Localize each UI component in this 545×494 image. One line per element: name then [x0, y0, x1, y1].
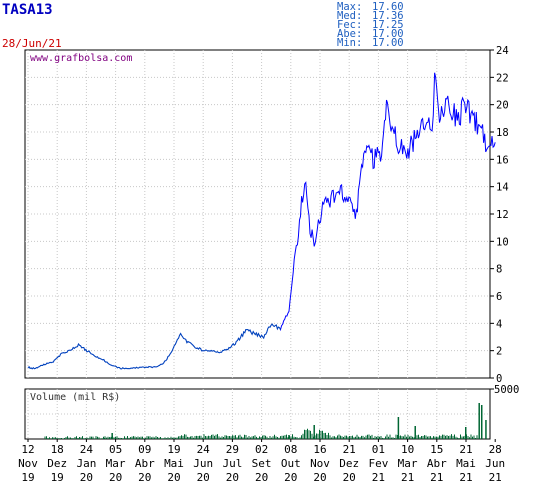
- x-tick-day: 28: [489, 443, 502, 456]
- stat-med-value: 17.36: [372, 10, 404, 22]
- stat-min-label: Min:: [337, 37, 362, 49]
- x-tick-month: Jul: [222, 457, 242, 470]
- x-tick-month: Abr: [427, 457, 447, 470]
- x-tick-day: 02: [255, 443, 268, 456]
- x-tick-month: Jan: [76, 457, 96, 470]
- x-tick-day: 09: [138, 443, 151, 456]
- x-tick-month: Mai: [164, 457, 184, 470]
- x-tick-day: 01: [372, 443, 385, 456]
- x-tick-day: 16: [313, 443, 326, 456]
- x-axis-tick-labels: 12Nov1918Dez1924Jan2005Mar2009Abr2019Mai…: [18, 439, 505, 484]
- x-tick-month: Mai: [456, 457, 476, 470]
- stats-panel: Max: 17.60 Med: 17.36 Fec: 17.25 Abe: 17…: [337, 1, 404, 49]
- price-line-shadow: [27, 323, 281, 370]
- stat-max-label: Max:: [337, 1, 362, 13]
- x-tick-year: 20: [343, 471, 356, 484]
- x-tick-day: 05: [109, 443, 122, 456]
- x-tick-month: Jun: [485, 457, 505, 470]
- price-y-tick-label: 12: [496, 209, 509, 221]
- price-y-tick-label: 14: [496, 182, 509, 194]
- stat-abe-value: 17.00: [372, 28, 404, 40]
- volume-y-tick-label: 5000: [494, 384, 519, 396]
- price-y-tick-label: 20: [496, 100, 509, 112]
- x-tick-year: 21: [459, 471, 472, 484]
- x-tick-day: 29: [226, 443, 239, 456]
- x-tick-month: Set: [252, 457, 272, 470]
- x-tick-year: 20: [313, 471, 326, 484]
- x-tick-month: Mar: [106, 457, 126, 470]
- volume-title: Volume (mil R$): [30, 392, 120, 403]
- price-y-tick-label: 6: [496, 291, 502, 303]
- x-tick-year: 21: [430, 471, 443, 484]
- stat-min-value: 17.00: [372, 37, 404, 49]
- x-tick-year: 21: [489, 471, 502, 484]
- x-tick-day: 18: [51, 443, 64, 456]
- stat-fec-value: 17.25: [372, 19, 404, 31]
- price-y-tick-label: 18: [496, 127, 509, 139]
- x-tick-year: 20: [138, 471, 151, 484]
- x-tick-year: 20: [284, 471, 297, 484]
- x-tick-year: 19: [21, 471, 34, 484]
- price-y-tick-label: 0: [496, 373, 502, 385]
- x-tick-year: 19: [51, 471, 64, 484]
- x-tick-day: 10: [401, 443, 414, 456]
- x-tick-year: 20: [255, 471, 268, 484]
- price-y-tick-label: 16: [496, 154, 509, 166]
- x-tick-year: 20: [226, 471, 239, 484]
- ticker-symbol: TASA13: [2, 2, 53, 18]
- x-tick-year: 20: [167, 471, 180, 484]
- x-tick-day: 21: [343, 443, 356, 456]
- x-tick-day: 15: [430, 443, 443, 456]
- price-y-tick-label: 4: [496, 318, 502, 330]
- volume-bars: [44, 403, 487, 439]
- x-tick-day: 24: [197, 443, 211, 456]
- x-tick-year: 20: [80, 471, 93, 484]
- stat-max-value: 17.60: [372, 1, 404, 13]
- x-tick-month: Out: [281, 457, 301, 470]
- volume-y-tick-labels: 5000: [490, 384, 519, 396]
- x-tick-day: 21: [459, 443, 472, 456]
- x-tick-year: 20: [197, 471, 210, 484]
- x-tick-month: Nov: [18, 457, 38, 470]
- price-y-tick-label: 10: [496, 236, 509, 248]
- stat-fec-label: Fec:: [337, 19, 362, 31]
- x-tick-day: 12: [21, 443, 34, 456]
- x-tick-day: 24: [80, 443, 94, 456]
- x-tick-year: 21: [372, 471, 385, 484]
- stat-med-label: Med:: [337, 10, 362, 22]
- volume-gridlines: [25, 389, 490, 439]
- x-tick-month: Abr: [135, 457, 155, 470]
- quote-date: 28/Jun/21: [2, 37, 62, 50]
- x-tick-month: Dez: [47, 457, 67, 470]
- price-y-tick-label: 24: [496, 45, 509, 57]
- price-gridlines: [25, 50, 490, 378]
- x-tick-month: Jun: [193, 457, 213, 470]
- x-tick-year: 20: [109, 471, 122, 484]
- price-y-tick-label: 22: [496, 72, 509, 84]
- x-tick-month: Mar: [398, 457, 418, 470]
- x-tick-month: Nov: [310, 457, 330, 470]
- watermark-text: www.grafbolsa.com: [30, 53, 132, 64]
- stat-abe-label: Abe:: [337, 28, 362, 40]
- price-y-tick-label: 2: [496, 346, 502, 358]
- x-tick-day: 19: [167, 443, 180, 456]
- price-series: [27, 72, 496, 370]
- volume-panel: Volume (mil R$) 5000: [24, 384, 519, 440]
- x-tick-month: Dez: [339, 457, 359, 470]
- price-y-tick-label: 8: [496, 264, 502, 276]
- x-tick-month: Fev: [368, 457, 388, 470]
- x-tick-year: 21: [401, 471, 414, 484]
- x-tick-day: 08: [284, 443, 297, 456]
